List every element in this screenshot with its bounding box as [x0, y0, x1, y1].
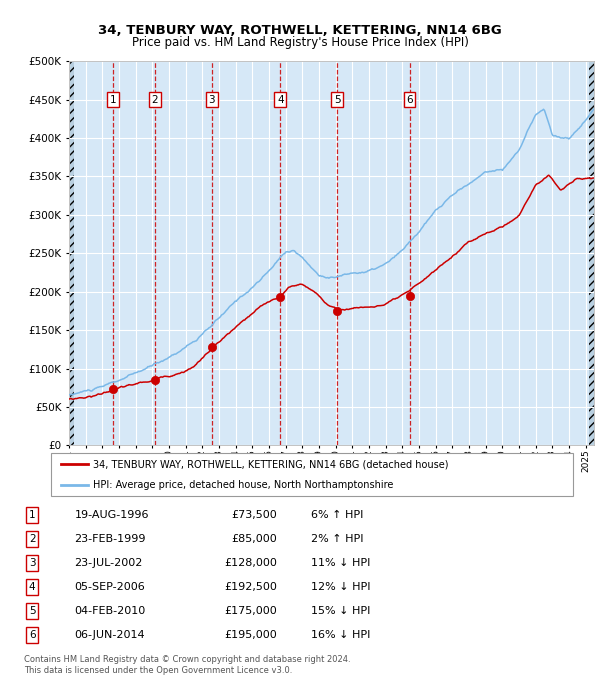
- Text: 19-AUG-1996: 19-AUG-1996: [74, 510, 149, 520]
- Text: 1: 1: [110, 95, 116, 105]
- Text: £192,500: £192,500: [224, 582, 277, 592]
- Bar: [69, 61, 74, 445]
- Text: 34, TENBURY WAY, ROTHWELL, KETTERING, NN14 6BG: 34, TENBURY WAY, ROTHWELL, KETTERING, NN…: [98, 24, 502, 37]
- Text: 06-JUN-2014: 06-JUN-2014: [74, 630, 145, 641]
- Text: 6% ↑ HPI: 6% ↑ HPI: [311, 510, 364, 520]
- Text: 4: 4: [29, 582, 35, 592]
- Text: 2: 2: [29, 534, 35, 544]
- Text: 2% ↑ HPI: 2% ↑ HPI: [311, 534, 364, 544]
- Text: £175,000: £175,000: [224, 607, 277, 616]
- Text: Contains HM Land Registry data © Crown copyright and database right 2024.
This d: Contains HM Land Registry data © Crown c…: [24, 655, 350, 675]
- Text: 5: 5: [29, 607, 35, 616]
- Text: 2: 2: [151, 95, 158, 105]
- Text: 6: 6: [406, 95, 413, 105]
- Text: Price paid vs. HM Land Registry's House Price Index (HPI): Price paid vs. HM Land Registry's House …: [131, 36, 469, 50]
- Text: £85,000: £85,000: [232, 534, 277, 544]
- Text: 05-SEP-2006: 05-SEP-2006: [74, 582, 145, 592]
- Text: 12% ↓ HPI: 12% ↓ HPI: [311, 582, 371, 592]
- Text: 4: 4: [277, 95, 284, 105]
- Text: 11% ↓ HPI: 11% ↓ HPI: [311, 558, 371, 568]
- Text: 34, TENBURY WAY, ROTHWELL, KETTERING, NN14 6BG (detached house): 34, TENBURY WAY, ROTHWELL, KETTERING, NN…: [93, 459, 448, 469]
- Text: HPI: Average price, detached house, North Northamptonshire: HPI: Average price, detached house, Nort…: [93, 480, 393, 490]
- Text: £73,500: £73,500: [232, 510, 277, 520]
- Text: 04-FEB-2010: 04-FEB-2010: [74, 607, 146, 616]
- Text: 1: 1: [29, 510, 35, 520]
- Text: 16% ↓ HPI: 16% ↓ HPI: [311, 630, 371, 641]
- FancyBboxPatch shape: [50, 454, 574, 496]
- Bar: [589, 61, 594, 445]
- Text: 3: 3: [208, 95, 215, 105]
- Text: 3: 3: [29, 558, 35, 568]
- Text: 15% ↓ HPI: 15% ↓ HPI: [311, 607, 371, 616]
- Text: 23-FEB-1999: 23-FEB-1999: [74, 534, 146, 544]
- Text: £195,000: £195,000: [224, 630, 277, 641]
- Text: 5: 5: [334, 95, 340, 105]
- Text: 23-JUL-2002: 23-JUL-2002: [74, 558, 143, 568]
- Text: £128,000: £128,000: [224, 558, 277, 568]
- Text: 6: 6: [29, 630, 35, 641]
